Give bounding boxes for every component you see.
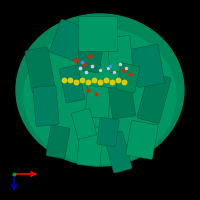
Point: [122, 68, 126, 72]
Point: [84, 70, 88, 74]
FancyBboxPatch shape: [109, 85, 135, 119]
Point: [98, 80, 102, 84]
Point: [106, 66, 110, 70]
FancyBboxPatch shape: [77, 126, 103, 166]
FancyBboxPatch shape: [97, 117, 119, 147]
Point: [110, 80, 114, 84]
FancyBboxPatch shape: [104, 131, 132, 173]
FancyBboxPatch shape: [137, 73, 171, 123]
Point: [68, 78, 72, 82]
FancyBboxPatch shape: [85, 86, 111, 118]
Ellipse shape: [16, 14, 184, 166]
Point: [12, 172, 16, 176]
Point: [122, 80, 126, 84]
Point: [104, 78, 108, 82]
Point: [90, 64, 94, 68]
Point: [86, 88, 90, 92]
FancyBboxPatch shape: [72, 109, 96, 139]
Point: [94, 92, 98, 96]
Point: [74, 58, 78, 62]
FancyBboxPatch shape: [131, 45, 165, 87]
Point: [124, 66, 128, 70]
FancyBboxPatch shape: [77, 39, 103, 73]
FancyBboxPatch shape: [107, 36, 133, 72]
Point: [80, 60, 84, 64]
Point: [112, 70, 116, 74]
FancyBboxPatch shape: [25, 47, 55, 93]
Point: [78, 66, 82, 70]
Point: [118, 62, 122, 66]
FancyBboxPatch shape: [59, 65, 85, 103]
Point: [128, 72, 132, 76]
Ellipse shape: [24, 28, 176, 164]
FancyBboxPatch shape: [126, 121, 158, 159]
Point: [86, 80, 90, 84]
FancyBboxPatch shape: [50, 19, 86, 61]
Point: [116, 78, 120, 82]
Point: [88, 54, 92, 58]
FancyBboxPatch shape: [78, 16, 118, 52]
FancyBboxPatch shape: [46, 125, 70, 159]
Point: [98, 68, 102, 72]
Point: [74, 80, 78, 84]
FancyBboxPatch shape: [33, 86, 59, 126]
Point: [92, 78, 96, 82]
Point: [62, 78, 66, 82]
FancyBboxPatch shape: [116, 63, 140, 93]
Point: [80, 78, 84, 82]
Point: [82, 62, 86, 66]
Point: [108, 64, 112, 68]
